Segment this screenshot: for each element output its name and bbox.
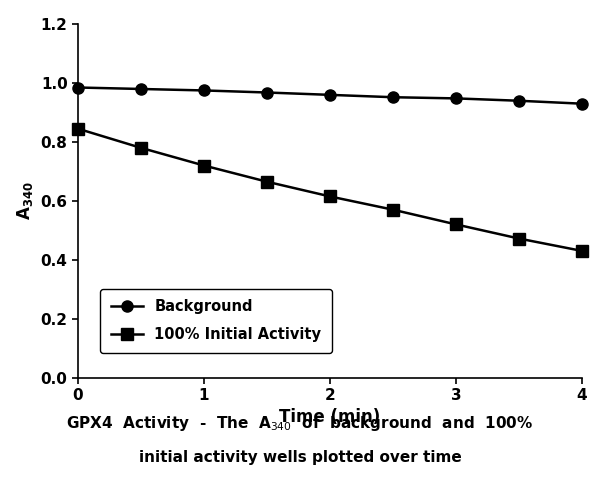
Text: GPX4  Activity  -  The  A$_{340}$  of  background  and  100%: GPX4 Activity - The A$_{340}$ of backgro…: [67, 414, 533, 433]
100% Initial Activity: [515, 236, 523, 242]
Line: Background: Background: [73, 82, 587, 109]
X-axis label: Time (min): Time (min): [280, 408, 380, 426]
100% Initial Activity: [452, 222, 460, 227]
Background: [578, 101, 586, 106]
Background: [452, 95, 460, 101]
Background: [74, 85, 82, 91]
Background: [200, 88, 208, 93]
Text: initial activity wells plotted over time: initial activity wells plotted over time: [139, 450, 461, 465]
100% Initial Activity: [326, 194, 334, 199]
Background: [263, 90, 271, 95]
Background: [515, 98, 523, 104]
100% Initial Activity: [200, 163, 208, 168]
Background: [326, 92, 334, 98]
100% Initial Activity: [578, 248, 586, 254]
Background: [389, 94, 397, 100]
Background: [137, 86, 145, 92]
100% Initial Activity: [389, 207, 397, 212]
100% Initial Activity: [74, 126, 82, 132]
Legend: Background, 100% Initial Activity: Background, 100% Initial Activity: [100, 289, 332, 352]
100% Initial Activity: [137, 145, 145, 151]
Line: 100% Initial Activity: 100% Initial Activity: [73, 123, 587, 257]
Y-axis label: A$_{\mathbf{340}}$: A$_{\mathbf{340}}$: [15, 182, 35, 220]
100% Initial Activity: [263, 179, 271, 184]
